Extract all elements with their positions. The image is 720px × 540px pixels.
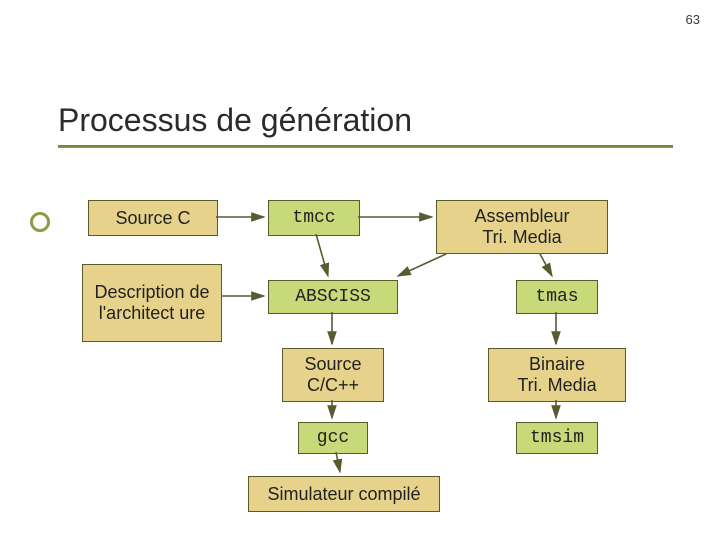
title-underline [58, 145, 673, 148]
box-architecture: Description de l'architect ure [82, 264, 222, 342]
box-binaire: BinaireTri. Media [488, 348, 626, 402]
title-block: Processus de génération [58, 102, 680, 148]
box-gcc: gcc [298, 422, 368, 454]
box-tmcc: tmcc [268, 200, 360, 236]
arrow-tmcc-to-absciss [316, 234, 328, 276]
page-number: 63 [686, 12, 700, 27]
box-simulateur: Simulateur compilé [248, 476, 440, 512]
box-source-c: Source C [88, 200, 218, 236]
slide-title: Processus de génération [58, 102, 680, 139]
box-tmas: tmas [516, 280, 598, 314]
bullet-icon [30, 212, 50, 232]
box-source-cpp: SourceC/C++ [282, 348, 384, 402]
box-absciss: ABSCISS [268, 280, 398, 314]
arrow-gcc-to-sim [336, 452, 340, 472]
arrow-assembler-to-tmas [540, 254, 552, 276]
box-tmsim: tmsim [516, 422, 598, 454]
box-assembler: AssembleurTri. Media [436, 200, 608, 254]
arrow-assembler-to-absciss [398, 254, 446, 276]
